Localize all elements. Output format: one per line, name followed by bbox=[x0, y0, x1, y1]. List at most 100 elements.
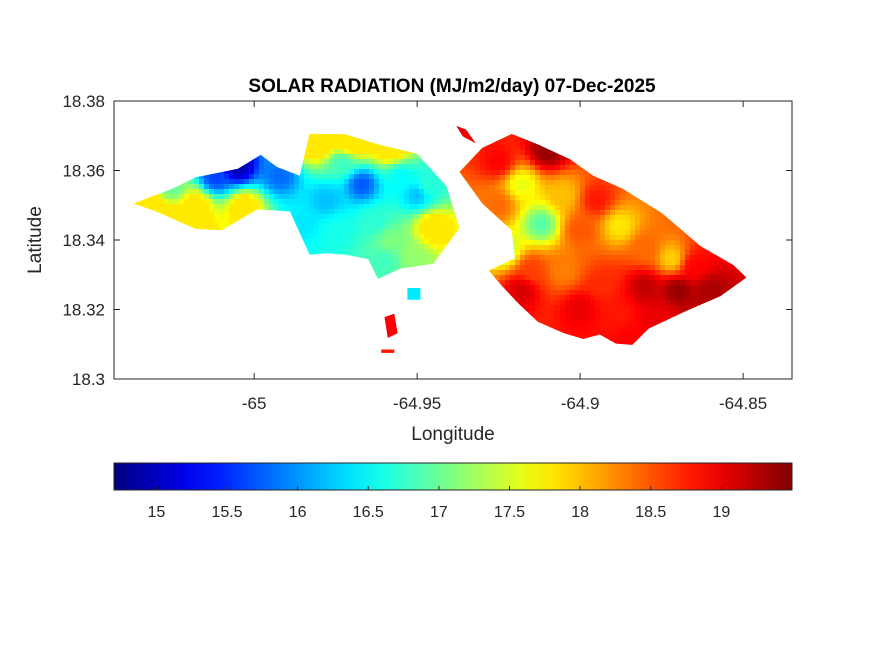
map-cell bbox=[700, 245, 706, 251]
map-cell bbox=[610, 245, 616, 251]
map-cell bbox=[510, 220, 516, 226]
map-cell bbox=[424, 214, 430, 220]
map-cell bbox=[254, 164, 260, 170]
map-cell bbox=[344, 159, 350, 165]
map-cell bbox=[610, 210, 616, 216]
map-cell bbox=[680, 240, 686, 246]
map-cell bbox=[550, 300, 556, 306]
map-cell bbox=[304, 149, 310, 155]
map-cell bbox=[309, 189, 315, 195]
map-cell bbox=[645, 315, 651, 321]
map-cell bbox=[339, 249, 345, 255]
map-cell bbox=[540, 240, 546, 246]
map-cell bbox=[605, 200, 611, 206]
map-cell bbox=[560, 290, 566, 296]
map-cell bbox=[560, 310, 566, 316]
map-cell bbox=[475, 180, 481, 186]
map-cell bbox=[590, 235, 596, 241]
map-cell bbox=[570, 170, 576, 176]
map-cell bbox=[635, 320, 641, 326]
map-cell bbox=[645, 285, 651, 291]
map-cell bbox=[399, 204, 405, 210]
map-cell bbox=[369, 189, 375, 195]
map-cell bbox=[329, 154, 335, 160]
map-cell bbox=[515, 175, 521, 181]
map-cell bbox=[665, 275, 671, 281]
map-cell bbox=[424, 199, 430, 205]
map-cell bbox=[590, 190, 596, 196]
map-cell bbox=[540, 155, 546, 161]
map-cell bbox=[545, 215, 551, 221]
map-cell bbox=[379, 259, 385, 265]
map-cell bbox=[585, 235, 591, 241]
map-cell bbox=[279, 184, 285, 190]
map-cell bbox=[299, 169, 305, 175]
map-cell bbox=[535, 200, 541, 206]
map-cell bbox=[635, 270, 641, 276]
map-cell bbox=[585, 175, 591, 181]
map-cell bbox=[204, 204, 210, 210]
map-cell bbox=[645, 255, 651, 261]
map-cell bbox=[530, 140, 536, 146]
map-cell bbox=[690, 295, 696, 301]
map-cell bbox=[685, 250, 691, 256]
map-cell bbox=[610, 185, 616, 191]
map-cell bbox=[149, 204, 155, 210]
map-cell bbox=[695, 290, 701, 296]
map-cell bbox=[184, 179, 190, 185]
map-cell bbox=[525, 220, 531, 226]
map-cell bbox=[545, 265, 551, 271]
map-cell bbox=[615, 190, 621, 196]
map-cell bbox=[404, 214, 410, 220]
map-cell bbox=[515, 250, 521, 256]
map-cell bbox=[404, 229, 410, 235]
map-cell bbox=[244, 204, 250, 210]
map-cell bbox=[520, 205, 526, 211]
map-cell bbox=[414, 219, 420, 225]
map-cell bbox=[560, 295, 566, 301]
map-cell bbox=[239, 209, 245, 215]
map-cell bbox=[525, 270, 531, 276]
map-cell bbox=[334, 139, 340, 145]
map-cell bbox=[565, 245, 571, 251]
map-cell bbox=[354, 239, 360, 245]
map-cell bbox=[409, 214, 415, 220]
map-cell bbox=[610, 265, 616, 271]
map-cell bbox=[374, 239, 380, 245]
map-cell bbox=[359, 154, 365, 160]
map-cell bbox=[169, 189, 175, 195]
map-cell bbox=[384, 154, 390, 160]
map-cell bbox=[585, 260, 591, 266]
map-cell bbox=[690, 255, 696, 261]
map-cell bbox=[384, 219, 390, 225]
map-cell bbox=[565, 295, 571, 301]
map-cell bbox=[610, 255, 616, 261]
map-cell bbox=[545, 185, 551, 191]
map-cell bbox=[600, 295, 606, 301]
map-cell bbox=[259, 184, 265, 190]
map-cell bbox=[314, 139, 320, 145]
map-cell bbox=[580, 185, 586, 191]
map-cell bbox=[560, 300, 566, 306]
map-cell bbox=[625, 225, 631, 231]
map-cell bbox=[456, 126, 458, 128]
map-cell bbox=[645, 270, 651, 276]
map-cell bbox=[565, 260, 571, 266]
map-cell bbox=[645, 210, 651, 216]
map-cell bbox=[209, 184, 215, 190]
map-cell bbox=[695, 275, 701, 281]
map-cell bbox=[490, 185, 496, 191]
map-cell bbox=[695, 250, 701, 256]
map-cell bbox=[585, 270, 591, 276]
map-cell bbox=[359, 184, 365, 190]
map-cell bbox=[715, 275, 721, 281]
map-cell bbox=[439, 224, 445, 230]
map-cell bbox=[565, 315, 571, 321]
map-cell bbox=[419, 234, 425, 240]
map-cell bbox=[535, 295, 541, 301]
x-tick-label: -64.9 bbox=[561, 394, 600, 413]
map-cell bbox=[580, 225, 586, 231]
map-cell bbox=[399, 199, 405, 205]
map-cell bbox=[374, 259, 380, 265]
map-cell bbox=[304, 209, 310, 215]
